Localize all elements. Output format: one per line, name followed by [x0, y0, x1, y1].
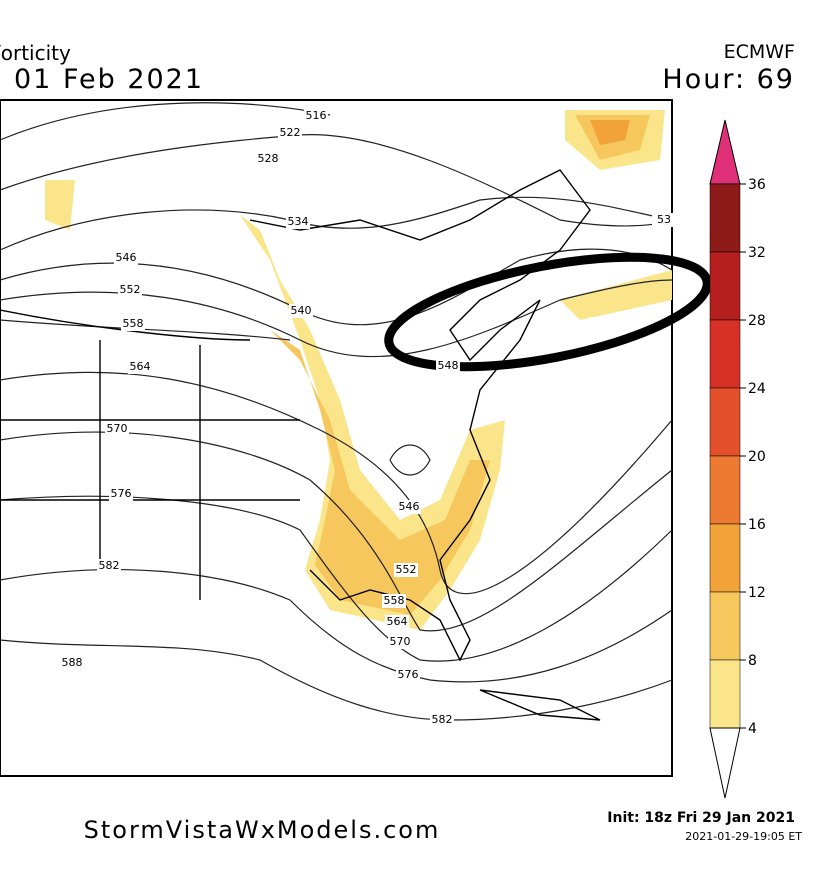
contour-label: 576 — [111, 487, 132, 500]
contour-label: 588 — [62, 656, 83, 669]
contour-label: 548 — [438, 359, 459, 372]
colorbar-label: 28 — [748, 313, 766, 329]
colorbar-box — [709, 251, 741, 321]
label-bg — [114, 251, 138, 265]
label-bg — [128, 360, 152, 374]
contour-label: 552 — [396, 563, 417, 576]
colorbar-box — [709, 659, 741, 729]
colorbar-label: 32 — [748, 245, 766, 261]
timestamp: 2021-01-29-19:05 ET — [685, 830, 802, 843]
label-bg — [286, 215, 310, 229]
colorbar-label: 24 — [748, 381, 766, 397]
colorbar-box — [709, 387, 741, 457]
title: /orticity — [0, 41, 71, 65]
label-bg — [105, 422, 129, 436]
colorbar-label: 20 — [748, 449, 766, 465]
label-bg — [394, 563, 418, 577]
contour-label: 570 — [390, 635, 411, 648]
label-bg — [385, 615, 409, 629]
contour-label: 540 — [291, 304, 312, 317]
label-bg — [278, 126, 302, 140]
site: StormVistaWxModels.com — [84, 816, 441, 844]
contour-label: 546 — [399, 500, 420, 513]
vorticity-fill — [590, 120, 630, 145]
contour-label: 564 — [130, 360, 151, 373]
label-bg — [118, 283, 142, 297]
colorbar-bottom — [709, 727, 741, 799]
annotation-ellipse — [384, 252, 712, 372]
label-bg — [256, 152, 280, 166]
label-bg — [60, 656, 84, 670]
colorbar-box — [709, 183, 741, 253]
contour-label: 552 — [120, 283, 141, 296]
label-bg — [388, 635, 412, 649]
label-bg — [121, 317, 145, 331]
contour-label: 582 — [99, 559, 120, 572]
contour-label: 546 — [116, 251, 137, 264]
label-bg — [382, 594, 406, 608]
label-bg — [304, 109, 328, 123]
colorbar-label: 12 — [748, 585, 766, 601]
label-bg — [430, 713, 454, 727]
colorbar: 36 32 28 24 20 16 12 8 4 — [709, 119, 766, 799]
colorbar-box — [709, 319, 741, 389]
date: 01 Feb 2021 — [14, 64, 204, 95]
height-contours — [0, 102, 673, 721]
contour-label: 570 — [107, 422, 128, 435]
label-bg — [652, 213, 676, 227]
label-bg — [397, 500, 421, 514]
init: Init: 18z Fri 29 Jan 2021 — [607, 810, 795, 826]
colorbar-label: 8 — [748, 653, 757, 669]
contour-label: 564 — [387, 615, 408, 628]
label-bg — [436, 359, 460, 373]
colorbar-box — [709, 591, 741, 661]
contour-label: 53 — [657, 213, 671, 226]
label-bg — [109, 487, 133, 501]
label-bg — [289, 304, 313, 318]
contour-label: 516 — [306, 109, 327, 122]
contour-label: 558 — [123, 317, 144, 330]
contour-label: 576 — [398, 668, 419, 681]
colorbar-top — [709, 119, 741, 185]
colorbar-box — [709, 455, 741, 525]
contour-label: 582 — [432, 713, 453, 726]
label-bg — [97, 559, 121, 573]
coastlines — [0, 169, 601, 721]
colorbar-box — [709, 523, 741, 593]
contour-label: 528 — [258, 152, 279, 165]
contour-label: 558 — [384, 594, 405, 607]
colorbar-label: 4 — [748, 721, 757, 737]
colorbar-label: 36 — [748, 177, 766, 193]
colorbar-label: 16 — [748, 517, 766, 533]
contour-label: 534 — [288, 215, 309, 228]
model: ECMWF — [724, 41, 795, 63]
label-bg — [396, 668, 420, 682]
hour: Hour: 69 — [662, 64, 795, 95]
contour-label: 522 — [280, 126, 301, 139]
